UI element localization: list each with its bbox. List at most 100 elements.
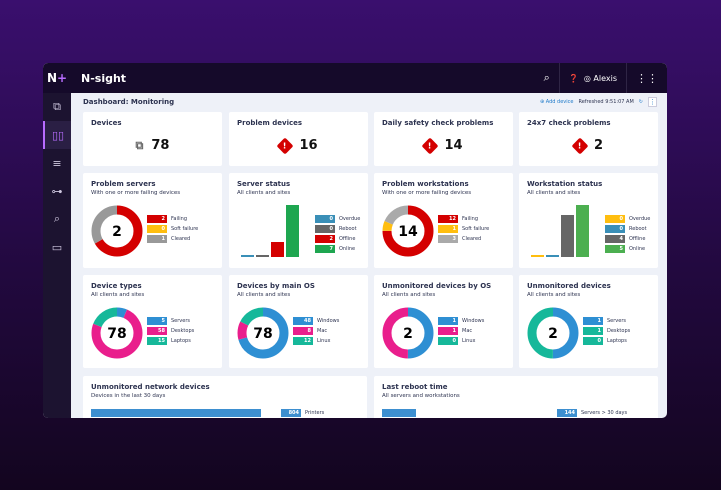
card-subtitle: All clients and sites: [237, 292, 291, 298]
donut-segment-desktops[interactable]: [527, 307, 579, 359]
legend-item[interactable]: 144 Servers > 30 days: [557, 408, 627, 418]
legend-label: Printers: [305, 410, 325, 416]
card-title: Daily safety check problems: [382, 119, 494, 127]
alert-icon: !: [571, 137, 589, 154]
legend-item[interactable]: 1 Mac: [438, 326, 484, 336]
legend-item[interactable]: 5 Online: [605, 244, 650, 254]
horizontal-bar[interactable]: [91, 409, 261, 417]
legend-item[interactable]: 12 Failing: [438, 214, 489, 224]
bar-reboot[interactable]: [546, 255, 559, 257]
help-icon[interactable]: ❓ ◎ Alexis: [558, 63, 626, 93]
card-title: Problem devices: [237, 119, 303, 127]
legend-item[interactable]: 7 Online: [315, 244, 360, 254]
user-name[interactable]: Alexis: [593, 73, 617, 83]
stat-card[interactable]: Devices ⧉ 78: [83, 112, 222, 166]
legend-item[interactable]: 804 Printers: [281, 408, 324, 418]
legend-value: 0: [147, 225, 167, 233]
legend-value: 2: [315, 235, 335, 243]
legend-item[interactable]: 58 Desktops: [147, 326, 194, 336]
legend-item[interactable]: 2 Offline: [315, 234, 360, 244]
bar-overdue[interactable]: [531, 255, 544, 257]
donut-segment-windows[interactable]: [237, 307, 289, 359]
legend: 5 Servers 58 Desktops 15 Laptops: [147, 316, 194, 346]
stat-card[interactable]: Problem devices! 16: [229, 112, 368, 166]
user-icon[interactable]: ◎: [583, 73, 591, 83]
bar-offline[interactable]: [561, 215, 574, 257]
widget-card[interactable]: Devices by main OS All clients and sites 4…: [229, 275, 368, 368]
legend-item[interactable]: 48 Windows: [293, 316, 339, 326]
legend-value: 144: [557, 409, 577, 417]
legend-item[interactable]: 0 Reboot: [315, 224, 360, 234]
stat-card[interactable]: Daily safety check problems! 14: [374, 112, 513, 166]
sidebar: ⧉ ▯▯ ≡ ⊶ ⌕ ▭: [43, 93, 71, 418]
donut-chart: 78: [91, 307, 143, 359]
widget-card[interactable]: Problem workstations With one or more fai…: [374, 173, 513, 268]
legend-item[interactable]: 1 Servers: [583, 316, 630, 326]
legend-item[interactable]: 12 Linux: [293, 336, 339, 346]
legend-item[interactable]: 1 Desktops: [583, 326, 630, 336]
donut-segment-desktops[interactable]: [91, 307, 143, 359]
refresh-icon[interactable]: ↻: [638, 99, 643, 105]
legend-item[interactable]: 2 Failing: [147, 214, 198, 224]
more-menu-button[interactable]: ⋮: [648, 97, 657, 107]
legend-label: Windows: [317, 318, 340, 324]
widget-card[interactable]: Device types All clients and sites 5 Server…: [83, 275, 222, 368]
sidebar-item-devices[interactable]: ⧉: [53, 100, 61, 113]
sidebar-item-dashboard[interactable]: ▯▯: [43, 121, 71, 149]
legend-item[interactable]: 0 Laptops: [583, 336, 630, 346]
legend-item[interactable]: 1 Soft failure: [438, 224, 489, 234]
stat-card[interactable]: 24x7 check problems! 2: [519, 112, 658, 166]
widget-card[interactable]: Unmonitored network devices Devices in th…: [83, 376, 367, 418]
sidebar-item-remote[interactable]: ▭: [51, 240, 63, 254]
legend-label: Reboot: [629, 226, 647, 232]
bar-online[interactable]: [286, 205, 299, 257]
legend-item[interactable]: 1 Windows: [438, 316, 484, 326]
bar-overdue[interactable]: [241, 255, 254, 257]
legend-item[interactable]: 0 Overdue: [605, 214, 650, 224]
donut-segment-cleared[interactable]: [91, 205, 143, 257]
sidebar-item-reports[interactable]: ⌕: [53, 212, 61, 225]
widget-card[interactable]: Last reboot time All servers and workstat…: [374, 376, 658, 418]
n-sight-logo[interactable]: N+: [46, 71, 68, 85]
bar-chart: [531, 203, 593, 257]
legend-value: 2: [147, 215, 167, 223]
card-subtitle: All clients and sites: [91, 292, 145, 298]
widget-card[interactable]: Problem servers With one or more failing …: [83, 173, 222, 268]
donut-segment-mac[interactable]: [237, 307, 289, 359]
legend-item[interactable]: 4 Offline: [605, 234, 650, 244]
search-icon[interactable]: ⌕: [543, 71, 550, 84]
legend-value: 8: [293, 327, 313, 335]
legend-item[interactable]: 3 Cleared: [438, 234, 489, 244]
bar-online[interactable]: [576, 205, 589, 257]
card-subtitle: All clients and sites: [527, 292, 581, 298]
legend-item[interactable]: 0 Linux: [438, 336, 484, 346]
widget-card[interactable]: Unmonitored devices by OS All clients and…: [374, 275, 513, 368]
apps-grid-icon[interactable]: ⋮⋮: [626, 63, 667, 93]
legend-item[interactable]: 5 Servers: [147, 316, 194, 326]
legend-item[interactable]: 0 Reboot: [605, 224, 650, 234]
donut-segment-laptops[interactable]: [91, 307, 143, 359]
donut-segment-cleared[interactable]: [382, 205, 434, 257]
widget-card[interactable]: Workstation status All clients and sites 0…: [519, 173, 658, 268]
alert-icon: !: [276, 137, 294, 154]
legend-label: Servers: [171, 318, 191, 324]
legend-value: 0: [605, 225, 625, 233]
sidebar-item-topology[interactable]: ⊶: [51, 184, 63, 198]
widget-card[interactable]: Server status All clients and sites 0 Overd…: [229, 173, 368, 268]
bar-offline[interactable]: [271, 242, 284, 257]
donut-center-value: 2: [403, 326, 413, 342]
widget-card[interactable]: Unmonitored devices All clients and sites…: [519, 275, 658, 368]
legend-item[interactable]: 8 Mac: [293, 326, 339, 336]
donut-segment-mac[interactable]: [382, 307, 434, 359]
legend-item[interactable]: 0 Soft failure: [147, 224, 198, 234]
legend-item[interactable]: 0 Overdue: [315, 214, 360, 224]
add-device-button[interactable]: ⊕ Add device: [539, 99, 574, 105]
horizontal-bar[interactable]: [382, 409, 416, 417]
legend-item[interactable]: 15 Laptops: [147, 336, 194, 346]
legend-item[interactable]: 1 Cleared: [147, 234, 198, 244]
sidebar-item-filters[interactable]: ≡: [52, 156, 62, 170]
legend-value: 1: [438, 225, 458, 233]
bar-reboot[interactable]: [256, 255, 269, 257]
legend-value: 5: [147, 317, 167, 325]
card-title: Devices by main OS: [237, 282, 315, 290]
